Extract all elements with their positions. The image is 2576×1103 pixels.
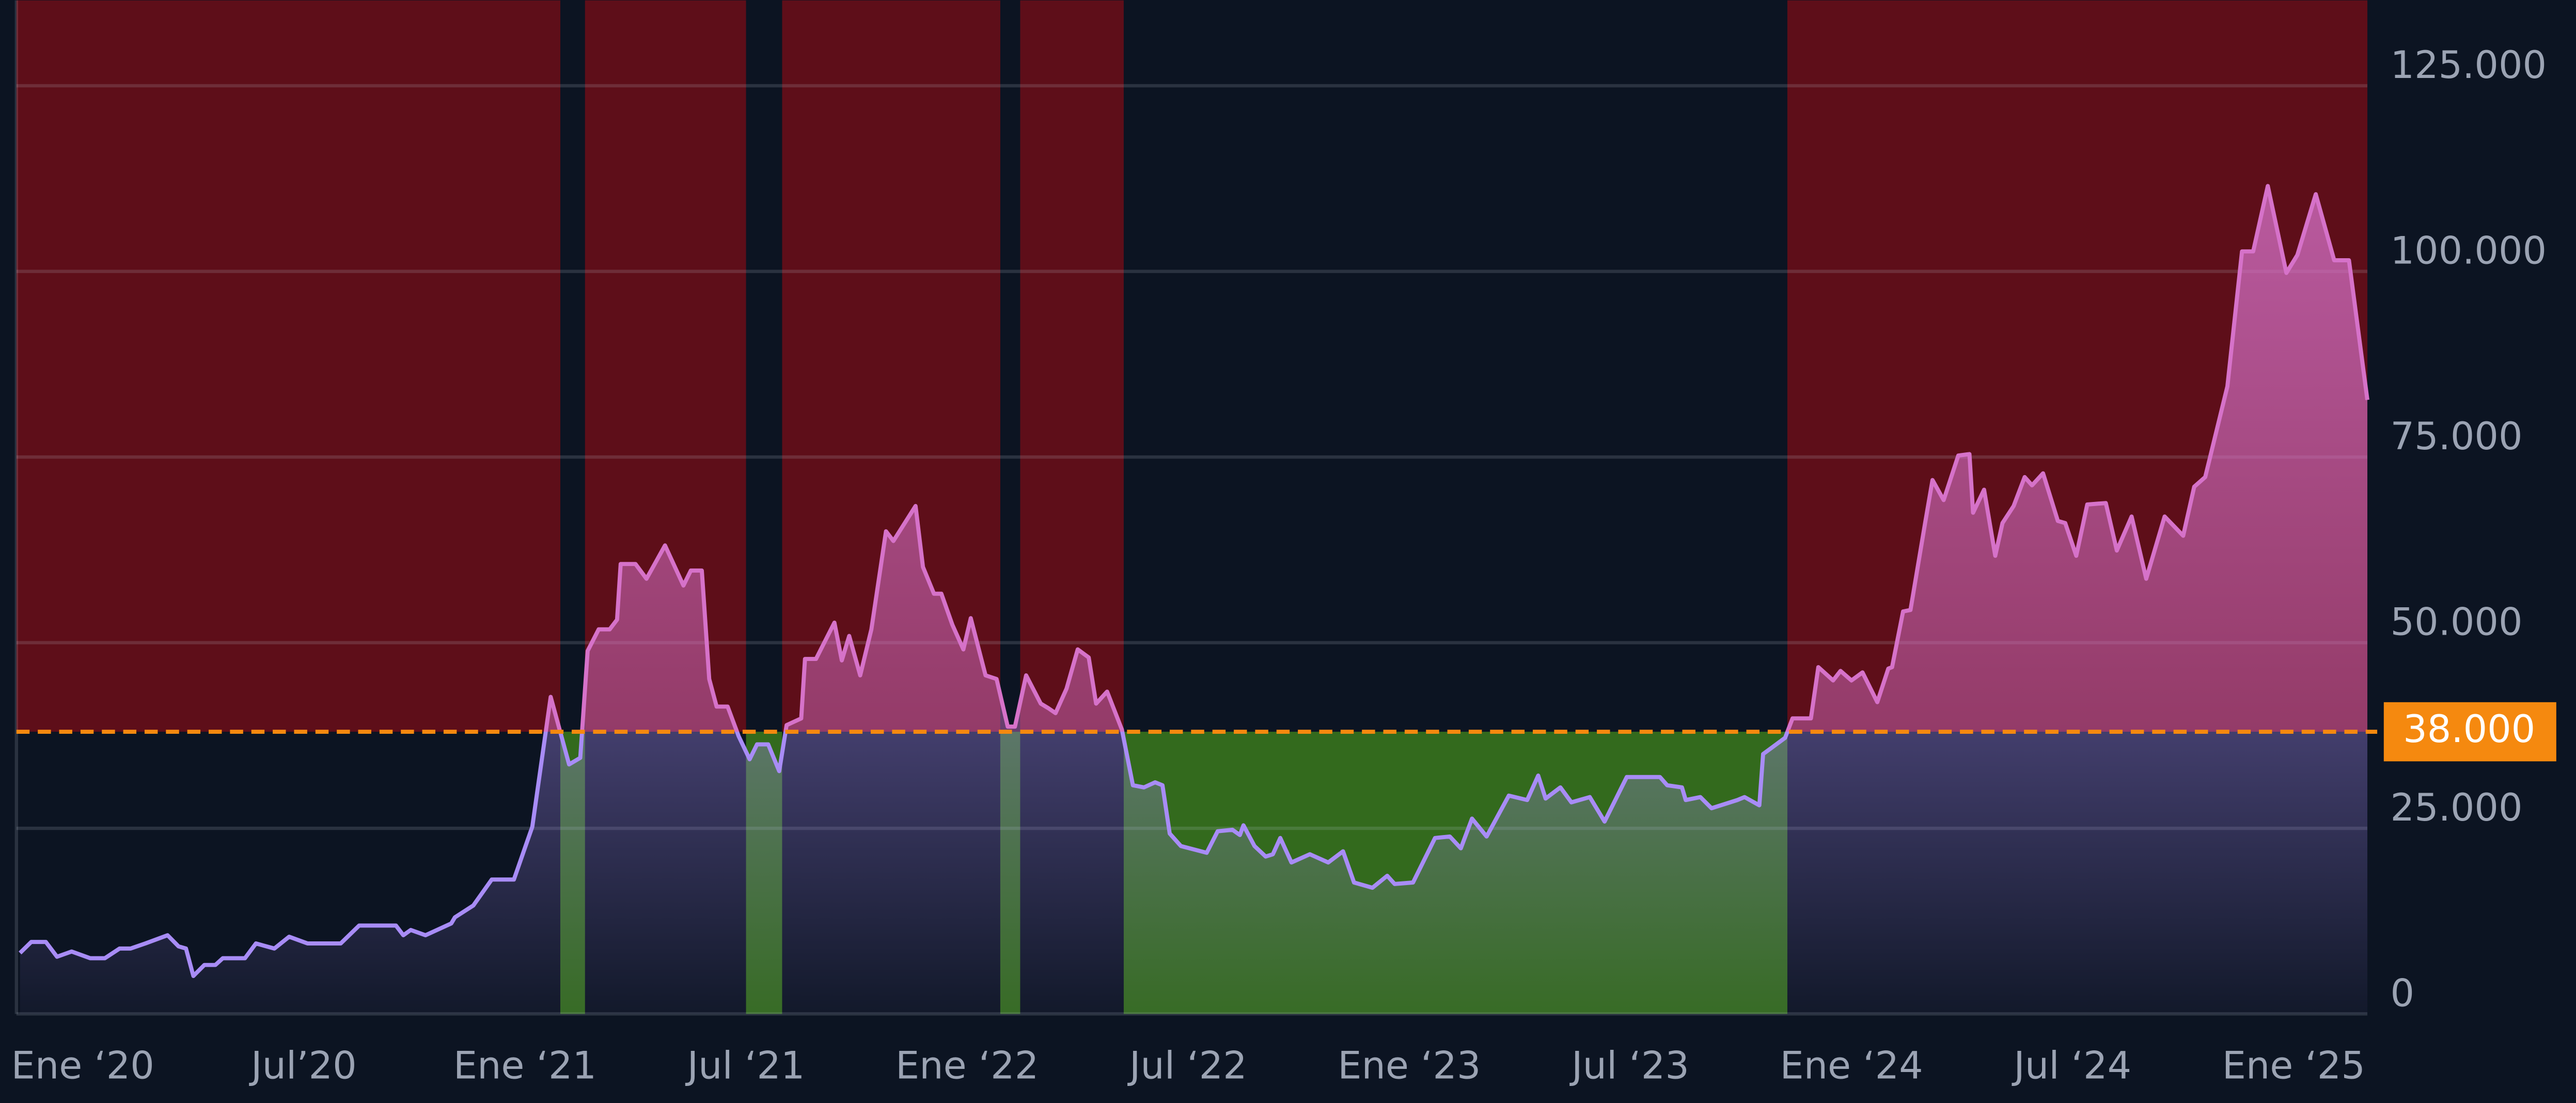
x-tick-label: Ene ‘24 <box>1780 1044 1923 1088</box>
x-tick-label: Jul’20 <box>249 1044 357 1088</box>
x-tick-label: Ene ‘25 <box>2222 1044 2365 1088</box>
x-tick-label: Jul ‘23 <box>1569 1044 1689 1088</box>
zone <box>16 0 560 732</box>
x-tick-label: Jul ‘24 <box>2012 1044 2131 1088</box>
y-tick-label: 0 <box>2391 972 2415 1016</box>
y-tick-label: 50.000 <box>2391 601 2523 644</box>
x-tick-label: Ene ‘22 <box>896 1044 1039 1088</box>
x-tick-label: Ene ‘20 <box>11 1044 154 1088</box>
area <box>20 186 2367 1014</box>
line <box>19 184 2369 978</box>
y-tick-label: 25.000 <box>2391 786 2523 830</box>
x-tick-label: Jul ‘21 <box>685 1044 805 1088</box>
y-tick-label: 75.000 <box>2391 415 2523 459</box>
threshold-label-box <box>2383 702 2556 762</box>
x-tick-label: Ene ‘21 <box>453 1044 596 1088</box>
y-tick-label: 100.000 <box>2391 229 2547 273</box>
zone <box>1020 0 1124 732</box>
y-tick-label: 125.000 <box>2391 43 2547 87</box>
threshold-label: 38.000 <box>2403 707 2535 751</box>
x-tick-label: Ene ‘23 <box>1338 1044 1481 1088</box>
x-tick-label: Jul ‘22 <box>1127 1044 1247 1088</box>
